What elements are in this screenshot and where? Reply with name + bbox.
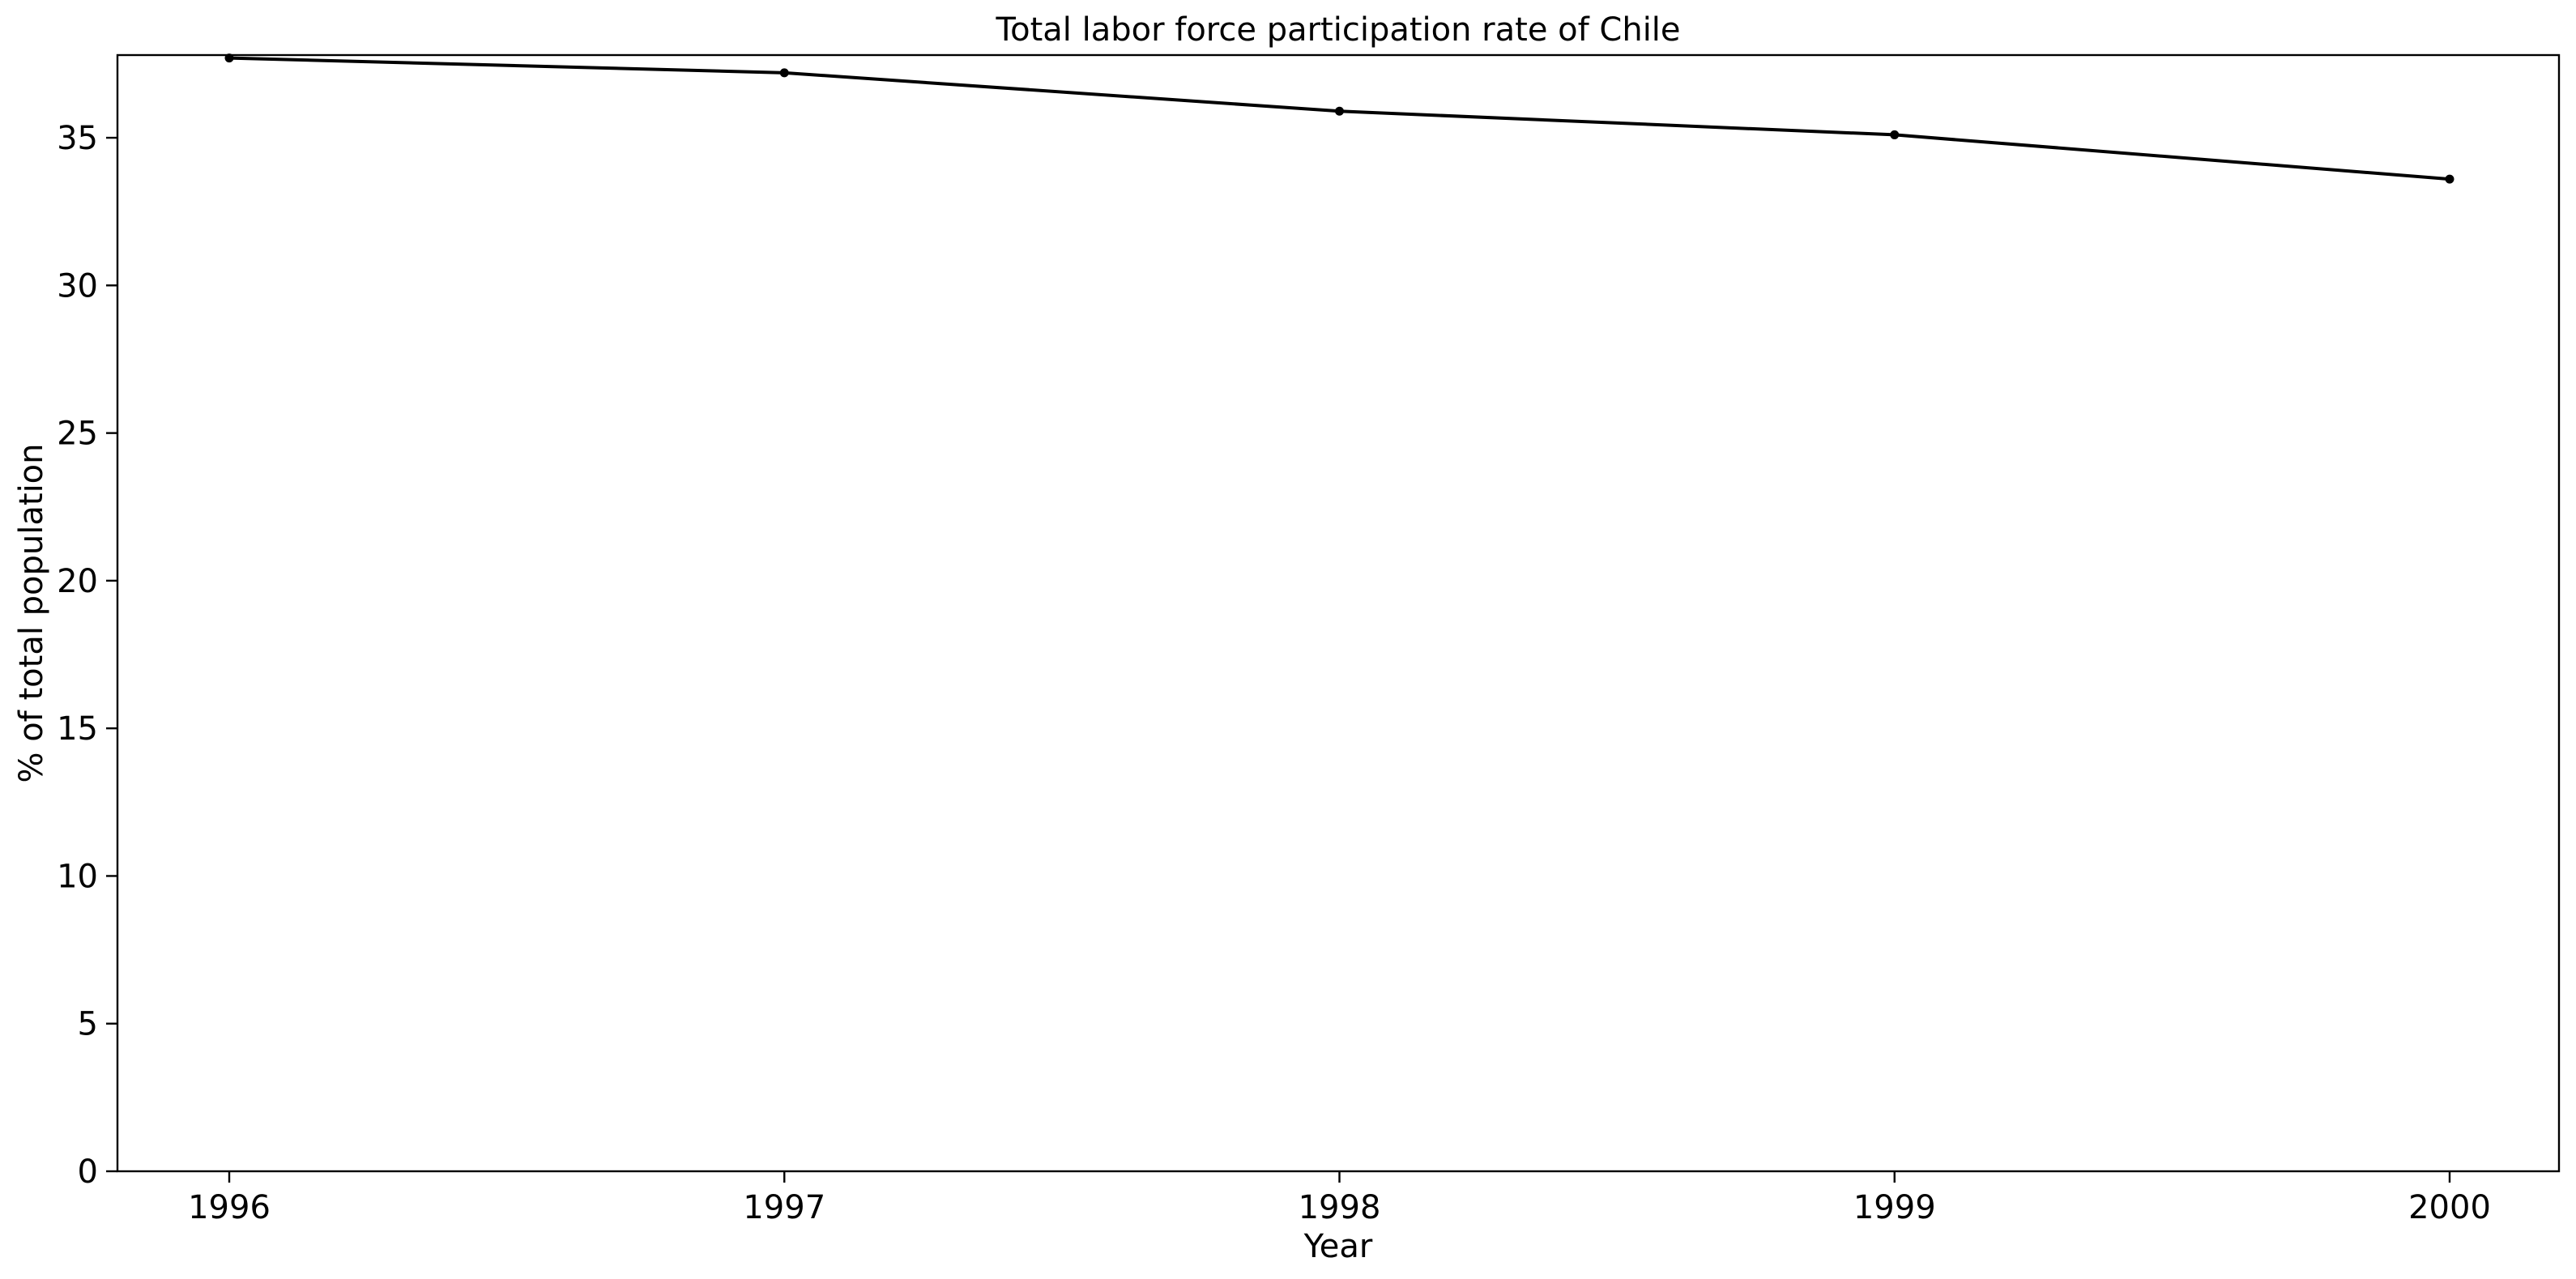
y-axis-label: % of total population xyxy=(13,443,50,782)
series-line xyxy=(228,56,2451,181)
data-point xyxy=(2445,174,2454,184)
y-tick-label: 25 xyxy=(57,416,98,453)
y-tick-label: 15 xyxy=(57,710,98,748)
x-axis-ticks: 1996 1997 1998 1999 2000 xyxy=(188,1171,2491,1226)
series-layer xyxy=(224,53,2454,184)
x-tick-label: 1998 xyxy=(1299,1189,1381,1226)
x-axis-label: Year xyxy=(1303,1228,1373,1265)
y-tick-label: 5 xyxy=(78,1006,98,1043)
data-point xyxy=(1335,106,1344,116)
y-axis-ticks: 0 5 10 15 20 25 30 35 xyxy=(57,120,117,1191)
y-tick-label: 20 xyxy=(57,563,98,600)
y-tick-label: 30 xyxy=(57,267,98,305)
chart-title: Total labor force participation rate of … xyxy=(995,11,1680,49)
data-point xyxy=(779,68,789,78)
y-tick-label: 35 xyxy=(57,120,98,157)
axes-frame xyxy=(116,53,2561,1173)
x-tick-label: 1996 xyxy=(188,1189,271,1226)
x-tick-label: 1999 xyxy=(1853,1189,1936,1226)
x-tick-label: 2000 xyxy=(2408,1189,2491,1226)
x-tick-label: 1997 xyxy=(743,1189,825,1226)
data-point xyxy=(1890,130,1900,139)
y-tick-label: 10 xyxy=(57,858,98,895)
y-tick-label: 0 xyxy=(78,1153,98,1191)
